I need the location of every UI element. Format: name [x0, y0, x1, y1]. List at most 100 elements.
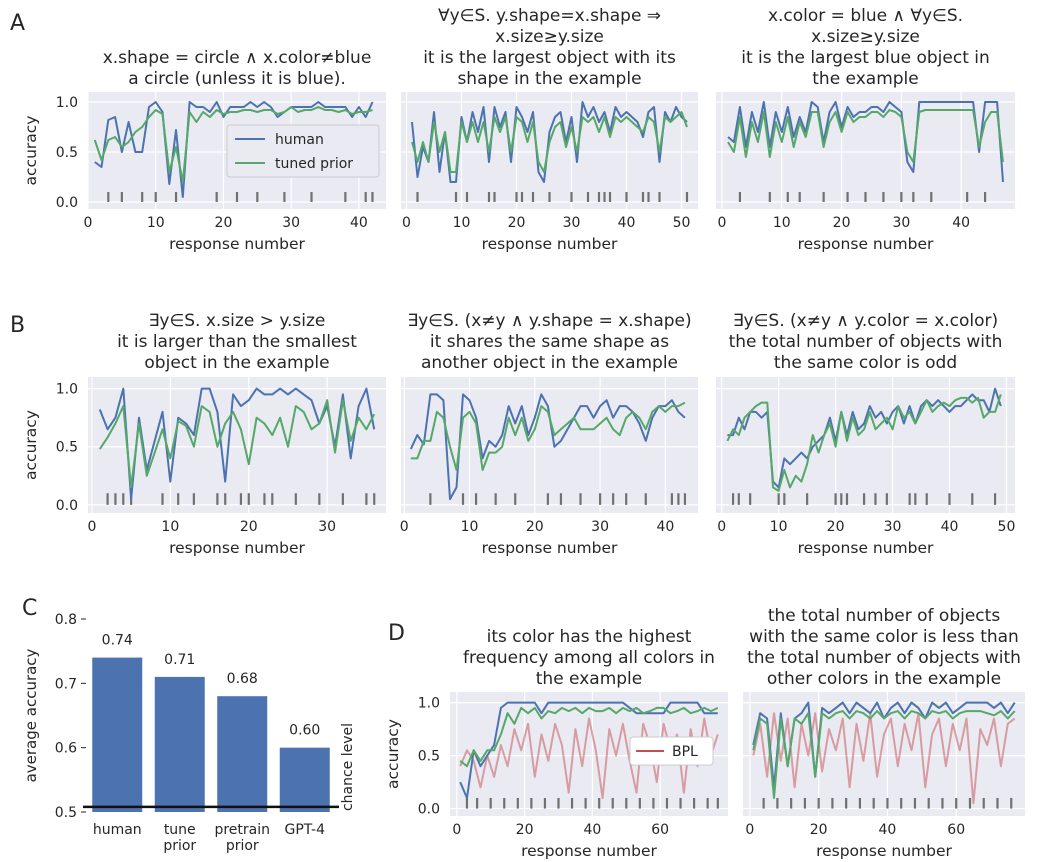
chart-title-a3: it is the largest blue object in: [741, 48, 990, 68]
series-line-human-a3: [727, 101, 1004, 183]
series-line-human-d1: [459, 701, 718, 799]
bar-value-label-c: 0.71: [164, 652, 195, 668]
chart-title-b1: ∃y∈S. x.size > y.size: [149, 311, 326, 331]
chart-title-b1: object in the example: [144, 353, 329, 373]
chart-title-d2: other colors in the example: [767, 669, 1001, 689]
x-tick-label-d2: 60: [947, 822, 965, 838]
y-axis-label-d1: accuracy: [384, 719, 402, 789]
x-tick-label-b3: 30: [884, 519, 902, 535]
series-line-tuned-prior-a3: [727, 109, 1004, 163]
x-tick-label-b2: 40: [656, 519, 674, 535]
x-axis-label-a1: response number: [169, 235, 305, 253]
x-tick-label-b2: 0: [400, 519, 409, 535]
x-tick-label-a2: 50: [673, 215, 691, 231]
legend-label-a1: tuned prior: [275, 156, 353, 172]
y-tick-label-a1: 1.0: [56, 95, 78, 111]
x-tick-label-d1: 60: [651, 822, 669, 838]
x-tick-label-a1: 30: [282, 215, 300, 231]
x-tick-label-b2: 30: [591, 519, 609, 535]
series-line-tuned-prior-d1: [459, 706, 719, 768]
x-tick-label-d1: 20: [516, 822, 534, 838]
chart-title-a1: a circle (unless it is blue).: [128, 69, 345, 89]
x-tick-label-b1: 20: [240, 519, 258, 535]
y-axis-label-b1: accuracy: [22, 410, 40, 480]
x-tick-label-c: prior: [226, 838, 259, 854]
x-tick-label-a3: 40: [952, 215, 970, 231]
chart-title-d2: the total number of objects: [768, 606, 1001, 626]
x-tick-label-a1: 10: [147, 215, 165, 231]
x-tick-label-a3: 20: [833, 215, 851, 231]
bar-c: [279, 747, 330, 812]
x-tick-label-c: human: [93, 822, 142, 838]
chart-title-a1: x.shape = circle ∧ x.color≠blue: [103, 48, 372, 68]
x-tick-label-a2: 10: [453, 215, 471, 231]
x-tick-label-b2: 20: [526, 519, 544, 535]
panel-letter-d: D: [388, 621, 405, 646]
chart-title-a3: the example: [812, 69, 918, 89]
bar-value-label-c: 0.60: [289, 723, 320, 739]
series-line-tuned-prior-b1: [98, 399, 376, 489]
chart-title-b3: the total number of objects with: [729, 332, 1003, 352]
legend-label-a1: human: [275, 132, 324, 148]
x-axis-label-b3: response number: [798, 539, 934, 557]
bar-value-label-c: 0.68: [227, 671, 258, 687]
bar-c: [92, 657, 143, 812]
x-tick-label-d1: 0: [452, 822, 461, 838]
y-tick-label-d1: 0.0: [418, 802, 440, 818]
y-tick-label-a1: 0.5: [56, 145, 78, 161]
series-line-human-b2: [409, 393, 686, 501]
y-tick-label-a1: 0.0: [56, 195, 78, 211]
chart-title-a2: ∀y∈S. y.shape=x.shape ⇒: [438, 6, 661, 26]
y-tick-label-c: 0.5: [55, 805, 77, 821]
chart-title-d1: frequency among all colors in: [463, 648, 715, 668]
chart-title-a3: x.color = blue ∧ ∀y∈S.: [768, 6, 963, 26]
series-line-tuned-prior-a1: [93, 106, 373, 183]
chart-title-a3: x.size≥y.size: [811, 27, 920, 47]
series-line-human-a1: [94, 101, 374, 198]
chart-title-d2: the total number of objects with: [747, 648, 1021, 668]
x-tick-label-a2: 30: [563, 215, 581, 231]
y-tick-label-b1: 0.5: [56, 440, 78, 456]
legend-box-d1: [629, 736, 714, 766]
chart-title-b1: it is larger than the smallest: [117, 332, 357, 352]
chart-title-a2: it is the largest object with its: [423, 48, 676, 68]
series-line-tuned-prior-b3: [726, 394, 1002, 492]
x-tick-label-c: pretrain: [214, 822, 270, 838]
x-tick-label-c: tune: [164, 822, 196, 838]
panel-letter-b: B: [10, 313, 25, 338]
chart-title-d1: the example: [536, 669, 642, 689]
chart-title-d2: with the same color is less than: [749, 627, 1019, 647]
x-tick-label-a1: 0: [84, 215, 93, 231]
chance-level-label-c: chance level: [340, 723, 356, 811]
x-tick-label-b2: 10: [461, 519, 479, 535]
x-tick-label-a3: 10: [773, 215, 791, 231]
x-tick-label-b3: 0: [717, 519, 726, 535]
y-tick-label-d1: 1.0: [418, 696, 440, 712]
x-tick-label-a3: 30: [892, 215, 910, 231]
bar-c: [217, 696, 268, 812]
y-tick-label-c: 0.6: [55, 741, 77, 757]
series-line-tuned-prior-d2: [752, 710, 1016, 799]
chart-title-b2: another object in the example: [421, 353, 678, 373]
x-axis-label-a3: response number: [798, 235, 934, 253]
x-tick-label-d2: 0: [745, 822, 754, 838]
y-tick-label-b1: 1.0: [56, 382, 78, 398]
x-tick-label-a1: 20: [215, 215, 233, 231]
chart-title-a2: x.size≥y.size: [495, 27, 604, 47]
x-tick-label-a2: 20: [508, 215, 526, 231]
x-axis-label-b2: response number: [482, 539, 618, 557]
legend-label-d1: BPL: [672, 744, 698, 760]
x-tick-label-a2: 40: [618, 215, 636, 231]
series-line-bpl-d2: [752, 712, 1016, 805]
y-tick-label-d1: 0.5: [418, 749, 440, 765]
x-tick-label-d2: 40: [879, 822, 897, 838]
x-tick-label-d1: 40: [583, 822, 601, 838]
chart-title-b3: the same color is odd: [774, 353, 957, 373]
plot-area-b3: [716, 377, 1015, 513]
x-tick-label-a3: 0: [718, 215, 727, 231]
x-tick-label-b3: 10: [770, 519, 788, 535]
y-axis-label-a1: accuracy: [22, 116, 40, 186]
chart-title-b2: it shares the same shape as: [430, 332, 669, 352]
x-tick-label-b3: 20: [827, 519, 845, 535]
bar-c: [154, 676, 205, 812]
